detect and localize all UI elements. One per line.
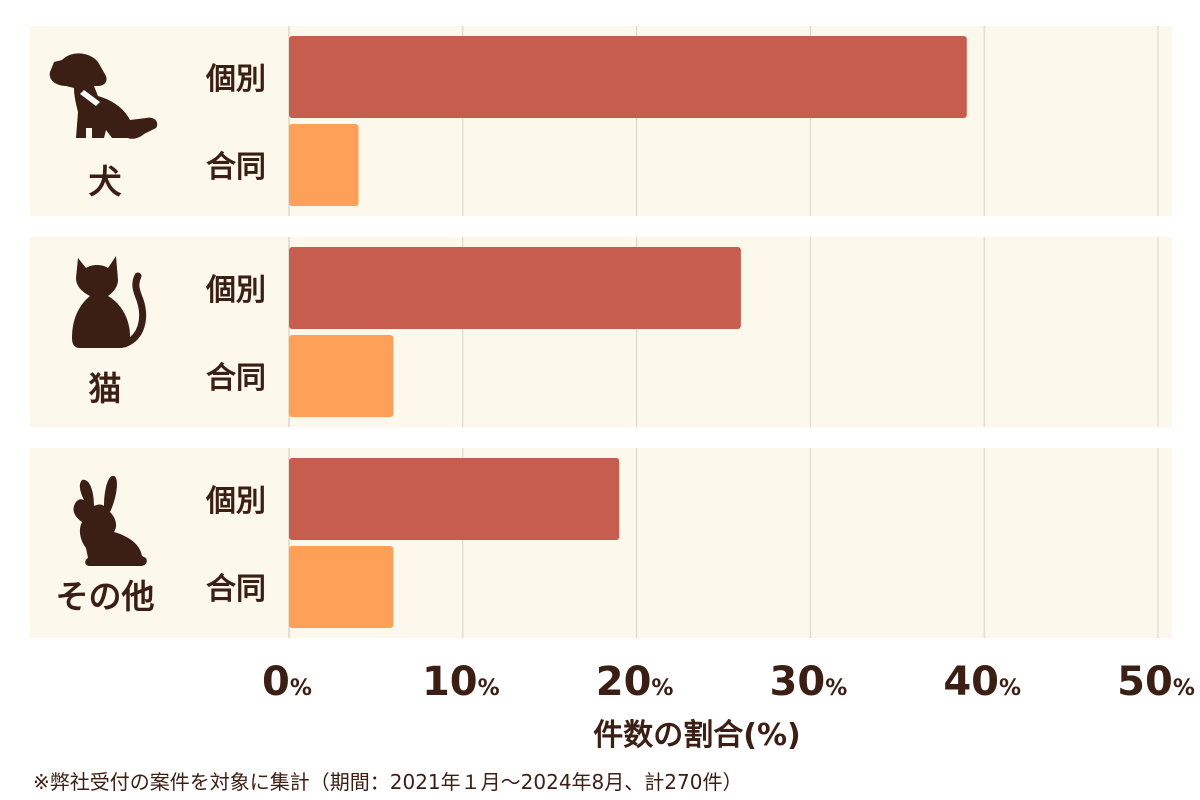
series-label-1-0: 合同 (206, 150, 266, 185)
rabbit-icon (73, 475, 147, 566)
x-axis-title: 件数の割合(%) (593, 718, 800, 753)
category-label-1: 猫 (89, 369, 122, 408)
series-label-0-2: 個別 (205, 484, 266, 519)
footnote: ※弊社受付の案件を対象に集計（期間：2021年１月〜2024年8月、計270件） (33, 770, 743, 794)
cat-icon (72, 256, 147, 348)
x-axis-ticks: 0% 10% 20% 30% 40% 50% (262, 659, 1195, 705)
series-label-1-1: 合同 (206, 361, 266, 396)
category-icons (49, 53, 158, 566)
bar-individual-1 (289, 247, 741, 329)
bar-joint-2 (289, 546, 394, 628)
dog-icon (49, 53, 158, 139)
series-label-0-1: 個別 (205, 273, 266, 308)
bar-individual-0 (289, 36, 967, 118)
bar-joint-0 (289, 124, 359, 206)
bars (289, 36, 967, 628)
series-label-0-0: 個別 (205, 62, 266, 97)
bar-joint-1 (289, 335, 394, 417)
tick-label-30: 30% (770, 659, 848, 705)
tick-label-40: 40% (943, 659, 1021, 705)
series-label-1-2: 合同 (206, 572, 266, 607)
tick-label-10: 10% (422, 659, 500, 705)
tick-label-50: 50% (1117, 659, 1195, 705)
bar-individual-2 (289, 458, 620, 540)
category-label-0: 犬 (89, 162, 122, 201)
tick-label-0: 0% (262, 659, 312, 705)
category-label-2: その他 (56, 577, 155, 616)
tick-label-20: 20% (596, 659, 674, 705)
